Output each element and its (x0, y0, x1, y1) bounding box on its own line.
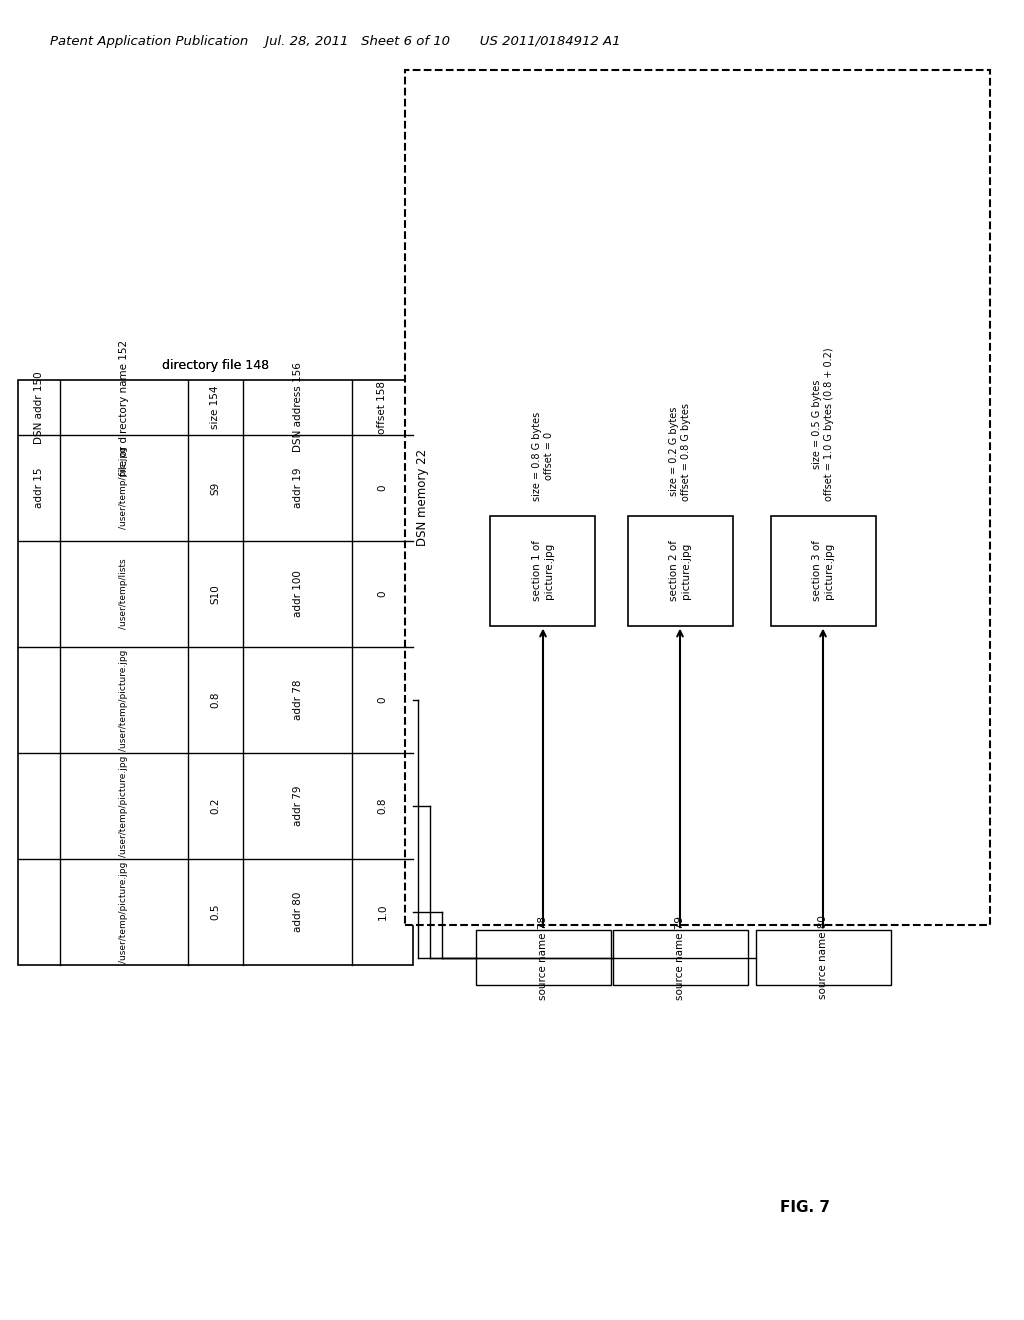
Text: addr 80: addr 80 (293, 892, 303, 932)
Text: 0.5: 0.5 (211, 904, 220, 920)
Text: section 1 of
picture.jpg: section 1 of picture.jpg (532, 540, 554, 601)
Text: 0.2: 0.2 (211, 797, 220, 814)
Text: file or directory name 152: file or directory name 152 (119, 339, 129, 475)
Text: 0.8: 0.8 (378, 797, 387, 814)
Text: size = 0.2 G bytes
offset = 0.8 G bytes: size = 0.2 G bytes offset = 0.8 G bytes (670, 403, 691, 500)
Text: /user/temp/picture.jpg: /user/temp/picture.jpg (120, 862, 128, 962)
Text: size = 0.5 G bytes
offset = 1.0 G bytes (0.8 + 0.2): size = 0.5 G bytes offset = 1.0 G bytes … (812, 347, 834, 500)
Text: source name 78: source name 78 (538, 916, 548, 999)
Bar (406, 70, 990, 925)
Text: S10: S10 (211, 585, 220, 603)
Text: addr 78: addr 78 (293, 680, 303, 721)
Text: addr 100: addr 100 (293, 570, 303, 618)
Bar (756, 931, 891, 985)
Text: 0: 0 (378, 484, 387, 491)
Text: /user/temp/picture.jpg: /user/temp/picture.jpg (120, 649, 128, 751)
Text: 1.0: 1.0 (378, 904, 387, 920)
Text: size 154: size 154 (211, 385, 220, 429)
Text: S9: S9 (211, 482, 220, 495)
Text: FIG. 7: FIG. 7 (780, 1200, 830, 1214)
Text: DSN address 156: DSN address 156 (293, 363, 303, 453)
Text: size = 0.8 G bytes
offset = 0: size = 0.8 G bytes offset = 0 (532, 412, 554, 500)
Bar (18, 380, 413, 965)
Text: offset 158: offset 158 (378, 381, 387, 434)
Text: source name 79: source name 79 (675, 916, 685, 999)
Text: directory file 148: directory file 148 (162, 359, 269, 372)
Bar (612, 931, 748, 985)
Bar (475, 931, 610, 985)
Text: 0: 0 (378, 591, 387, 597)
Text: DSN memory 22: DSN memory 22 (417, 449, 429, 546)
Text: /user/temp/pic.jpg: /user/temp/pic.jpg (120, 446, 128, 529)
Text: 0: 0 (378, 697, 387, 704)
Text: section 2 of
picture.jpg: section 2 of picture.jpg (670, 540, 691, 601)
Text: /user/temp/lists: /user/temp/lists (120, 558, 128, 630)
Bar (628, 516, 732, 626)
Text: addr 19: addr 19 (293, 467, 303, 508)
Text: section 3 of
picture.jpg: section 3 of picture.jpg (812, 540, 834, 601)
Text: 0.8: 0.8 (211, 692, 220, 709)
Bar (490, 516, 596, 626)
Text: addr 15: addr 15 (34, 467, 44, 508)
Bar (770, 516, 876, 626)
Text: addr 79: addr 79 (293, 785, 303, 826)
Text: source name 80: source name 80 (818, 916, 828, 999)
Text: directory file 148: directory file 148 (162, 359, 269, 372)
Text: Patent Application Publication    Jul. 28, 2011   Sheet 6 of 10       US 2011/01: Patent Application Publication Jul. 28, … (50, 36, 621, 48)
Text: DSN addr 150: DSN addr 150 (34, 371, 44, 444)
Text: /user/temp/picture.jpg: /user/temp/picture.jpg (120, 755, 128, 857)
